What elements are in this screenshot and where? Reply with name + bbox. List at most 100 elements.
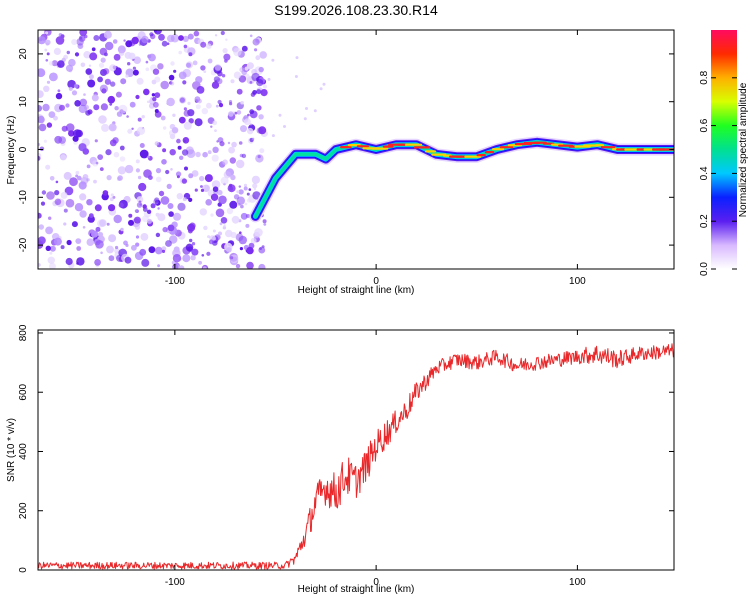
- noise-blob: [208, 239, 214, 245]
- noise-blob: [229, 157, 236, 164]
- noise-blob: [183, 109, 191, 117]
- noise-blob: [94, 139, 98, 143]
- noise-blob: [258, 263, 266, 269]
- noise-blob: [38, 212, 42, 219]
- noise-blob: [106, 175, 112, 181]
- noise-blob: [117, 175, 123, 181]
- noise-blob: [131, 244, 137, 251]
- noise-blob: [119, 145, 125, 151]
- noise-blob: [178, 35, 184, 41]
- noise-blob: [183, 107, 187, 111]
- noise-blob: [182, 197, 187, 202]
- noise-blob: [63, 171, 72, 180]
- noise-blob: [125, 74, 129, 78]
- noise-blob: [110, 193, 114, 197]
- noise-blob: [105, 149, 112, 156]
- noise-blob: [136, 126, 146, 135]
- snr-ylabel: SNR (10 * v/v): [6, 418, 17, 482]
- noise-blob: [127, 128, 133, 134]
- noise-blob: [219, 141, 225, 147]
- noise-blob: [170, 61, 175, 66]
- noise-blob: [85, 68, 93, 75]
- noise-blob: [251, 175, 260, 184]
- noise-blob: [108, 234, 117, 243]
- noise-blob: [139, 248, 147, 256]
- noise-blob: [132, 69, 139, 76]
- snr-panel: -100 0 100 0 200 400 600 800 Height of straight…: [6, 324, 675, 595]
- noise-blob: [198, 260, 203, 265]
- noise-blob: [240, 212, 248, 220]
- noise-blob: [77, 175, 82, 181]
- noise-blob: [139, 143, 145, 148]
- noise-blob: [305, 107, 308, 110]
- noise-blob: [99, 167, 104, 172]
- noise-blob: [38, 105, 43, 112]
- noise-blob: [53, 237, 62, 246]
- noise-blob: [115, 245, 119, 250]
- noise-blob: [210, 213, 214, 217]
- noise-blob: [258, 66, 264, 73]
- noise-blob: [132, 66, 136, 70]
- noise-blob: [165, 240, 172, 247]
- noise-blob: [178, 71, 187, 80]
- noise-blob: [188, 228, 193, 234]
- noise-blob: [48, 216, 52, 220]
- noise-blob: [92, 160, 99, 167]
- noise-blob: [48, 61, 54, 66]
- noise-blob: [138, 43, 142, 46]
- noise-blob: [260, 89, 268, 97]
- noise-blob: [113, 151, 120, 158]
- noise-blob: [190, 255, 196, 261]
- noise-blob: [252, 183, 258, 189]
- noise-blob: [212, 186, 219, 192]
- noise-blob: [249, 109, 255, 115]
- noise-blob: [54, 198, 62, 206]
- noise-blob: [75, 174, 79, 178]
- noise-blob: [319, 87, 323, 91]
- noise-blob: [108, 204, 116, 212]
- noise-blob: [195, 76, 203, 84]
- noise-blob: [267, 77, 271, 81]
- noise-blob: [49, 245, 56, 252]
- noise-blob: [67, 79, 76, 89]
- noise-blob: [93, 179, 97, 184]
- noise-blob: [108, 255, 115, 262]
- noise-blob: [176, 175, 180, 179]
- noise-blob: [162, 148, 167, 153]
- noise-blob: [243, 183, 248, 187]
- noise-blob: [46, 191, 55, 200]
- noise-blob: [236, 159, 245, 169]
- noise-blob: [241, 45, 248, 52]
- noise-blob: [200, 188, 205, 192]
- noise-blob: [201, 254, 205, 257]
- noise-blob: [40, 201, 46, 206]
- noise-blob: [166, 97, 175, 107]
- noise-blob: [191, 248, 199, 256]
- noise-blob: [117, 166, 126, 175]
- noise-blob: [38, 236, 46, 245]
- noise-blob: [226, 207, 234, 215]
- noise-blob: [69, 177, 78, 187]
- noise-blob: [147, 100, 150, 104]
- noise-blob: [89, 52, 98, 61]
- noise-blob: [71, 90, 78, 96]
- noise-blob: [157, 207, 160, 210]
- noise-blob: [202, 266, 207, 269]
- noise-blob: [149, 32, 154, 37]
- noise-blob: [101, 123, 110, 132]
- noise-blob: [238, 235, 247, 245]
- noise-blob: [170, 34, 180, 43]
- noise-blob: [217, 189, 223, 196]
- noise-blob: [258, 126, 267, 135]
- noise-blob: [120, 78, 127, 85]
- noise-blob: [153, 101, 159, 108]
- noise-blob: [165, 169, 170, 175]
- noise-blob: [211, 180, 221, 189]
- noise-blob: [218, 195, 227, 205]
- y-tick-label: 800: [18, 324, 29, 341]
- noise-blob: [183, 44, 188, 49]
- noise-blob: [238, 185, 241, 188]
- noise-blob: [47, 256, 55, 264]
- noise-blob: [166, 42, 170, 45]
- noise-blob: [218, 231, 222, 236]
